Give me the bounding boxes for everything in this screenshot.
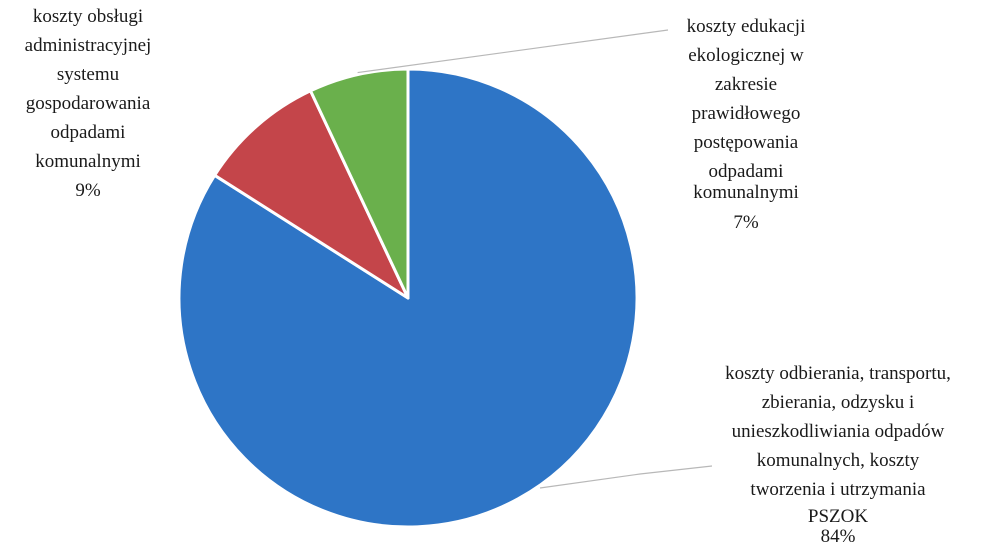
label-line: unieszkodliwiania odpadów — [732, 421, 945, 442]
leader-line-odbieranie — [539, 465, 713, 489]
label-line: administracyjnej — [25, 35, 152, 56]
percent-label: 9% — [75, 180, 101, 201]
slice-label-edukacja: koszty edukacji ekologicznej w zakresie … — [687, 16, 806, 233]
label-line: systemu — [57, 64, 120, 85]
label-line: PSZOK — [808, 506, 868, 527]
label-line: komunalnymi — [35, 151, 141, 172]
label-line: prawidłowego — [692, 103, 801, 124]
label-line: komunalnymi — [693, 182, 799, 203]
label-line: komunalnych, koszty — [757, 450, 920, 471]
label-line: odpadami — [709, 161, 784, 182]
label-line: odpadami — [51, 122, 126, 143]
label-line: koszty edukacji — [687, 16, 806, 37]
slice-edukacja — [309, 67, 410, 300]
leader-line-edukacja — [357, 29, 669, 74]
slice-label-administracyjne: koszty obsługi administracyjnej systemu … — [25, 6, 152, 201]
label-line: tworzenia i utrzymania — [750, 479, 926, 500]
label-line: zbierania, odzysku i — [762, 392, 914, 413]
label-line: postępowania — [694, 132, 799, 153]
label-line: koszty odbierania, transportu, — [725, 363, 951, 384]
leader-lines — [357, 29, 713, 489]
slice-administracyjne — [213, 89, 410, 300]
slice-label-odbieranie: koszty odbierania, transportu, zbierania… — [725, 363, 951, 543]
label-line: koszty obsługi — [33, 6, 143, 27]
label-line: ekologicznej w — [688, 45, 804, 66]
percent-label: 84% — [821, 526, 856, 543]
pie-slices — [177, 67, 639, 529]
percent-label: 7% — [733, 212, 759, 233]
label-line: zakresie — [715, 74, 777, 95]
label-line: gospodarowania — [26, 93, 151, 114]
